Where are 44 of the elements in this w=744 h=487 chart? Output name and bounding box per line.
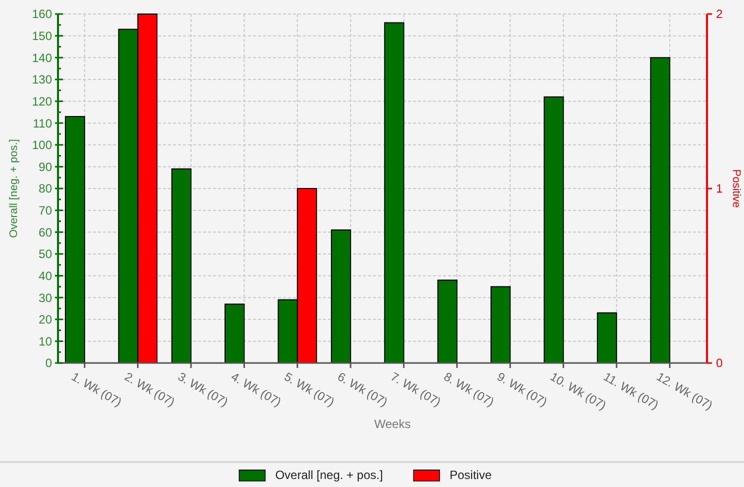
bar <box>171 168 192 364</box>
y-tick-label: 70 <box>38 204 52 218</box>
y-tick-label: 30 <box>38 290 52 305</box>
x-tick-label: 1. Wk (07) <box>69 369 124 410</box>
y-tick-label: 40 <box>38 268 52 283</box>
x-tick-label: 5. Wk (07) <box>282 369 337 410</box>
y-tick-label: 100 <box>32 138 52 152</box>
y-tick-label: 0 <box>45 356 52 370</box>
x-tick-label: 4. Wk (07) <box>228 369 284 410</box>
bar <box>650 57 670 364</box>
y2-tick-label: 0 <box>716 356 723 370</box>
y2-tick-label: 2 <box>716 7 723 22</box>
legend-label: Overall [neg. + pos.] <box>275 468 383 482</box>
bar <box>596 312 618 364</box>
x-tick-label: 7. Wk (07) <box>388 369 444 410</box>
y-tick-label: 120 <box>32 94 52 108</box>
bar <box>330 229 352 364</box>
y-tick-label: 50 <box>38 247 52 262</box>
x-tick-label: 6. Wk (07) <box>335 369 390 410</box>
bar <box>490 286 511 364</box>
bar <box>64 116 86 364</box>
y2-tick-label: 1 <box>716 182 723 196</box>
x-axis-title: Weeks <box>374 417 411 431</box>
y-tick-label: 160 <box>32 7 52 22</box>
y-tick-label: 20 <box>38 312 52 327</box>
x-tick-label: 9. Wk (07) <box>494 369 550 410</box>
bar <box>544 96 564 364</box>
y-axis-title: Overall [neg. + pos.] <box>8 139 20 238</box>
y-tick-label: 110 <box>32 116 52 130</box>
x-tick-label: 2. Wk (07) <box>122 369 178 410</box>
y-tick-label: 90 <box>38 160 52 174</box>
bar <box>384 22 404 364</box>
bar <box>224 304 245 364</box>
y-tick-label: 80 <box>38 182 52 196</box>
x-tick-label: 8. Wk (07) <box>441 369 496 410</box>
x-tick-label: 3. Wk (07) <box>175 369 230 410</box>
y-tick-label: 10 <box>38 334 52 348</box>
y-tick-label: 60 <box>38 225 52 240</box>
y2-axis-title: Positive <box>730 169 742 208</box>
y-tick-label: 140 <box>32 50 52 65</box>
y-tick-label: 150 <box>32 29 52 44</box>
legend-label: Positive <box>450 468 492 482</box>
bar <box>437 280 458 364</box>
y-tick-label: 130 <box>32 72 52 87</box>
